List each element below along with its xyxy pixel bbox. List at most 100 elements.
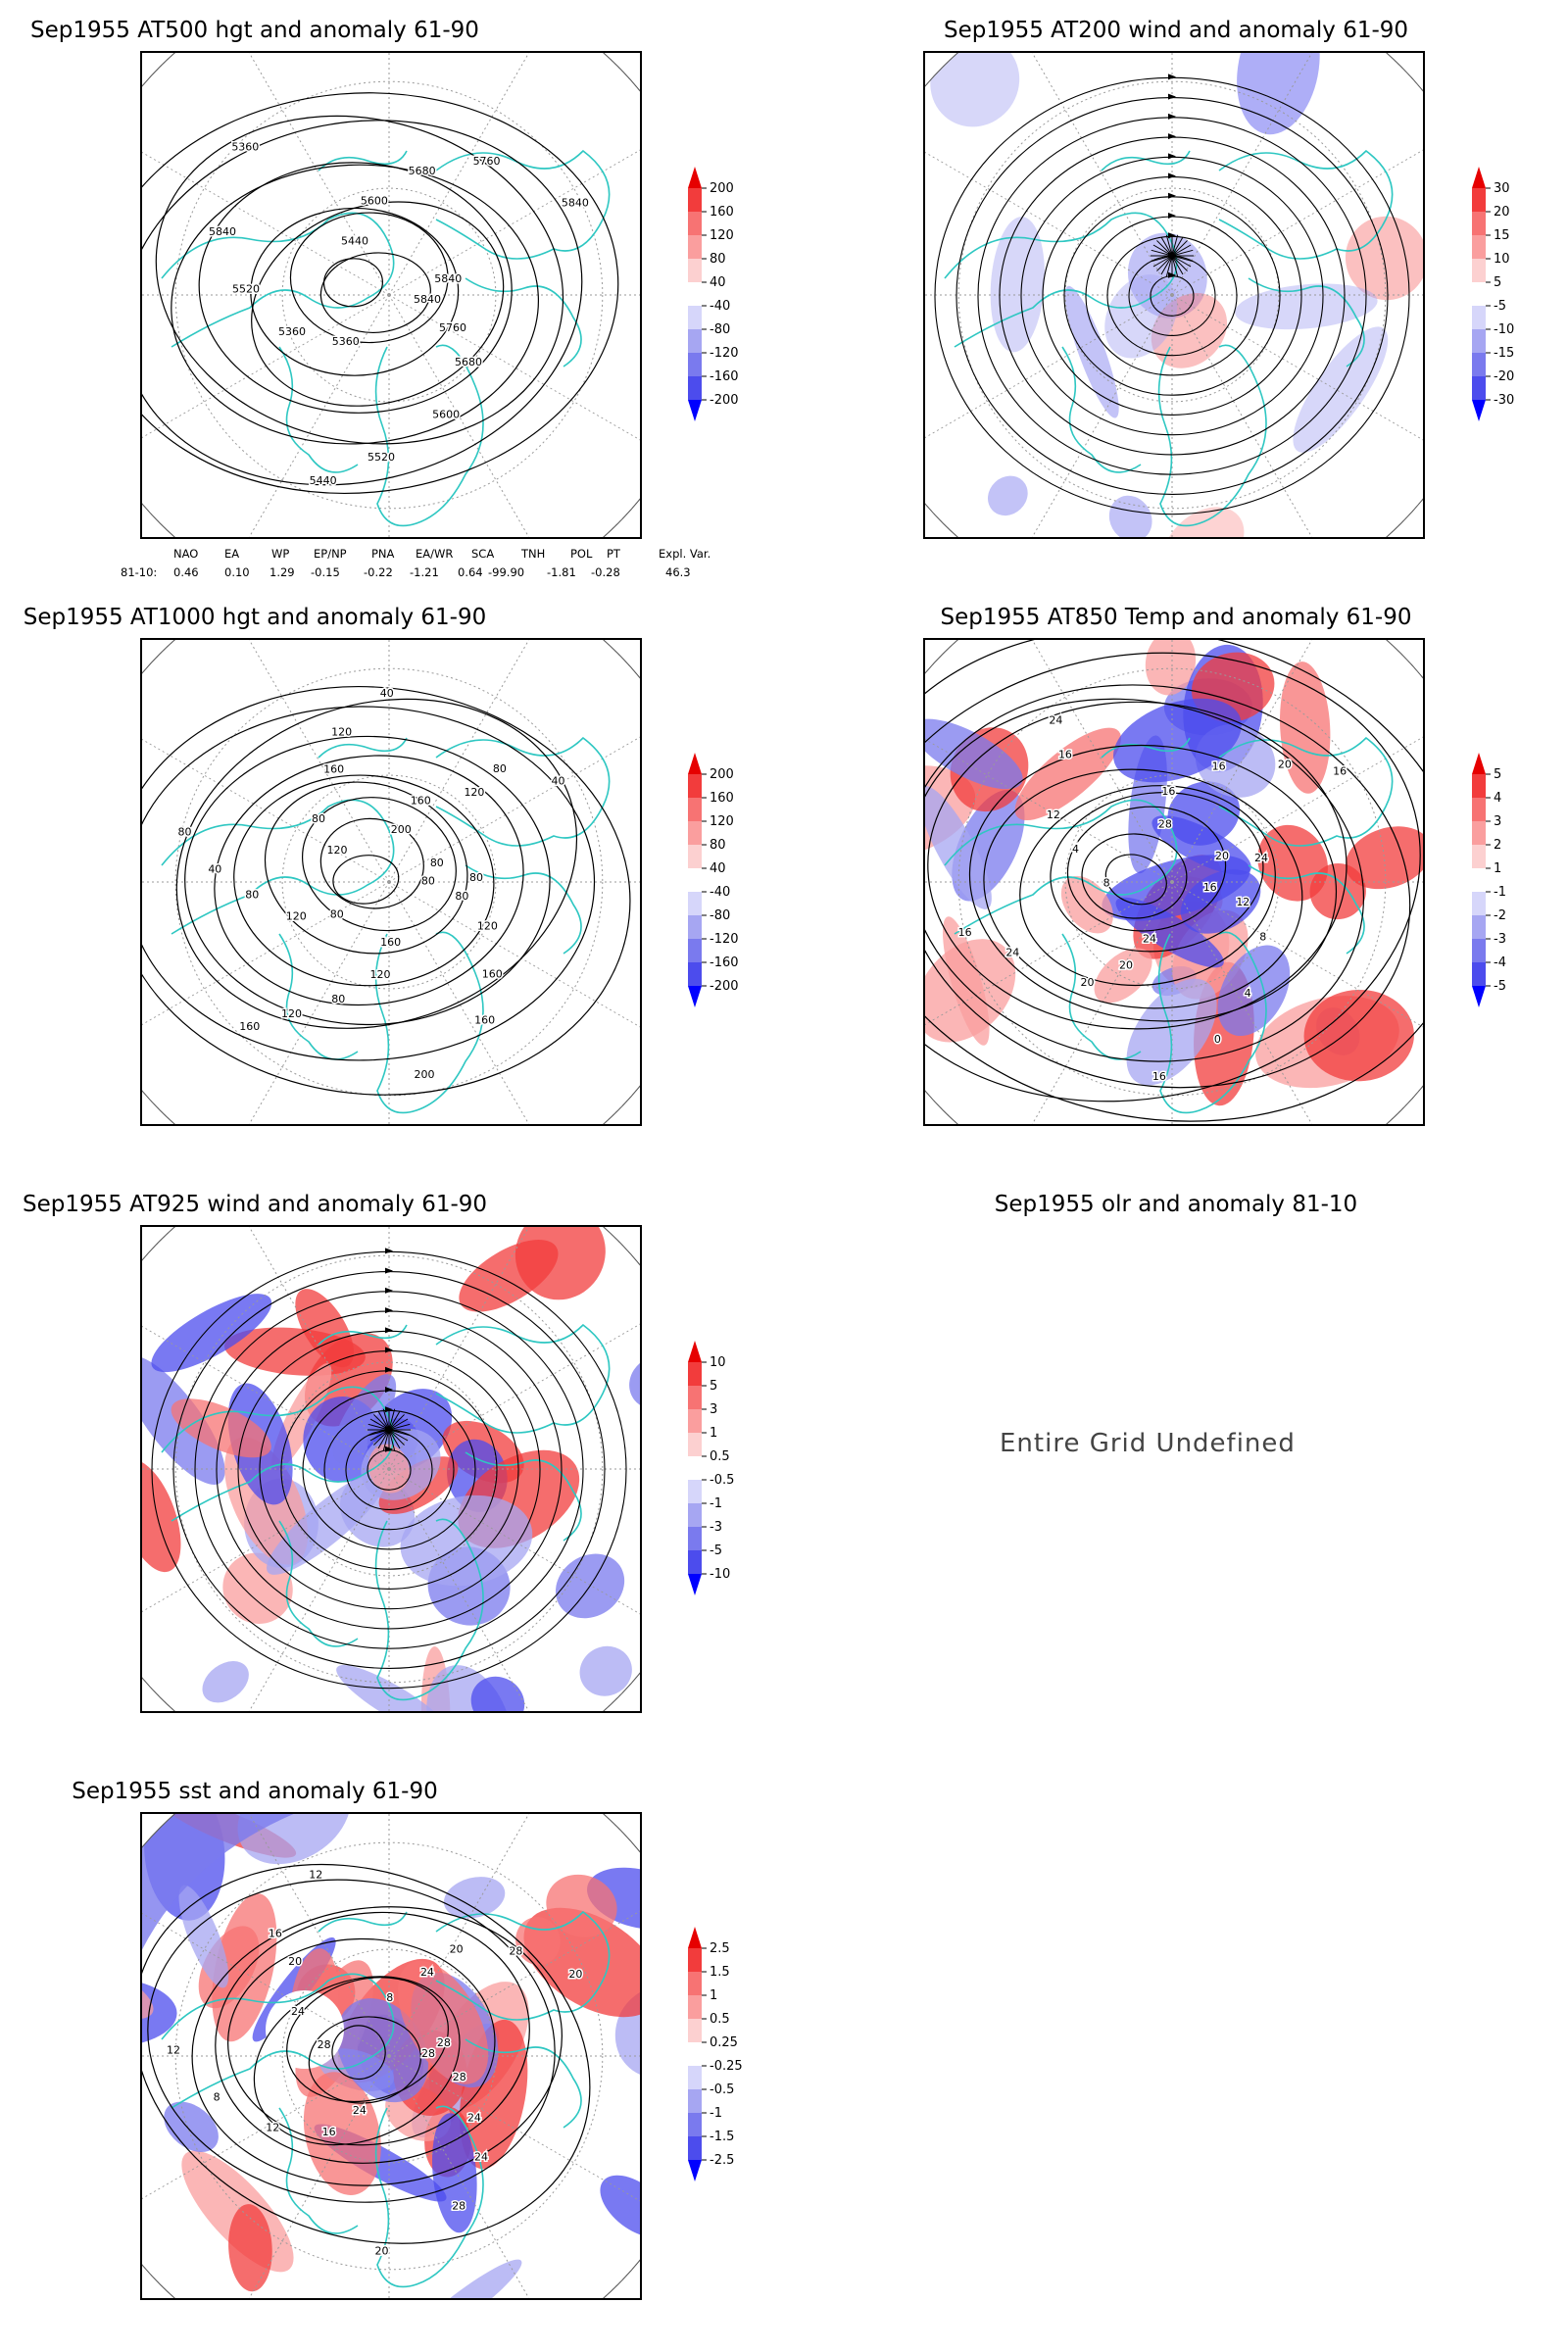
coastline — [1061, 933, 1142, 1060]
contour-label: 5360 — [231, 140, 259, 153]
colorbar-at200: 30 20 15 10 5 -5 -10 -15 -20 -30 — [1472, 167, 1514, 421]
colorbar-label: 30 — [1494, 181, 1510, 196]
colorbar-swatch — [688, 1480, 702, 1503]
streamline — [934, 76, 1410, 515]
contour-line — [925, 640, 1423, 1122]
panel-title-at850: Sep1955 AT850 Temp and anomaly 61-90 — [940, 605, 1412, 630]
anomaly-shade — [987, 475, 1028, 516]
meridian-line — [142, 1306, 390, 1470]
streamline — [977, 117, 1367, 475]
contour-label: 24 — [467, 2111, 481, 2124]
anomaly-shade — [1309, 862, 1366, 920]
colorbar-at850: 5 4 3 2 1 -1 -2 -3 -4 -5 — [1472, 753, 1506, 1007]
streamline — [1171, 240, 1188, 257]
map-svg — [142, 1227, 640, 1711]
coastline — [435, 149, 611, 260]
meridian-line — [142, 1893, 390, 2057]
colorbar-arrow-bottom — [688, 2160, 702, 2181]
streamline — [1151, 255, 1173, 263]
streamline-arrow — [1168, 213, 1176, 220]
streamline — [382, 1429, 390, 1451]
colorbar-swatch — [688, 939, 702, 962]
contour-label: 8 — [1259, 931, 1266, 944]
map-svg: 5840 5760 5680 5600 5520 5440 5360 5360 5520 5840… — [142, 53, 640, 537]
anomaly-shade — [443, 1877, 506, 1919]
colorbar-swatch — [1472, 798, 1486, 821]
streamline — [388, 1429, 411, 1437]
contour-label: 40 — [552, 774, 565, 787]
colorbar-label: -0.25 — [710, 2059, 743, 2074]
contour-line — [155, 115, 564, 445]
anomaly-shade — [1064, 285, 1119, 418]
colorbar-label: -5 — [1494, 979, 1506, 994]
anomaly-shade — [1345, 216, 1423, 301]
streamline-arrow — [1168, 74, 1176, 80]
streamline-arrow — [1168, 172, 1176, 179]
index-value: -0.15 — [311, 565, 340, 579]
contour-label: 5600 — [432, 408, 460, 420]
colorbar-swatch — [1472, 821, 1486, 845]
contour-label: 12 — [1236, 896, 1250, 908]
colorbar-label: 15 — [1494, 228, 1510, 243]
colorbar-swatch — [688, 212, 702, 235]
contour-line — [142, 686, 631, 1096]
anomaly-shade — [546, 1874, 617, 1937]
colorbar-swatch — [1472, 892, 1486, 915]
index-value: -1.81 — [547, 565, 576, 579]
contour-label: 16 — [1203, 881, 1217, 894]
contour-label: 200 — [391, 823, 412, 836]
colorbar-label: 40 — [710, 275, 726, 290]
index-value: -99.90 — [488, 565, 525, 579]
contour-label: 24 — [1254, 852, 1268, 864]
colorbar-swatch — [1472, 845, 1486, 868]
index-name: EA — [224, 547, 240, 561]
meridian-line — [142, 1468, 390, 1632]
colorbar-arrow-top — [688, 1341, 702, 1362]
index-name: Expl. Var. — [659, 547, 711, 561]
contour-label: 16 — [1161, 785, 1175, 798]
index-name: PNA — [371, 547, 395, 561]
meridian-line — [388, 132, 640, 296]
colorbar-label: -1 — [710, 2106, 722, 2121]
streamline — [1150, 275, 1195, 317]
anomaly-shade — [470, 1676, 525, 1711]
contour-label: 4 — [1245, 987, 1251, 1000]
coastline — [161, 1973, 395, 2109]
contour-line — [319, 252, 431, 334]
latitude-circle — [281, 1361, 497, 1577]
coastline — [1218, 736, 1394, 847]
contour-label: 16 — [322, 2126, 336, 2138]
anomaly-shade — [925, 718, 1023, 790]
contour-label: 28 — [509, 1945, 522, 1958]
colorbar-label: 5 — [1494, 767, 1501, 782]
streamline — [302, 1390, 476, 1550]
colorbar-arrow-top — [1472, 753, 1486, 774]
latitude-circle — [1064, 774, 1280, 990]
colorbar-label: 200 — [710, 767, 734, 782]
contour-line — [142, 120, 583, 486]
meridian-line — [388, 881, 640, 1045]
colorbar-swatch — [1472, 868, 1486, 892]
contour-label: 40 — [380, 687, 394, 700]
colorbar-swatch — [688, 329, 702, 353]
contour-line — [250, 207, 460, 376]
colorbar-swatch — [688, 1433, 702, 1456]
meridian-line — [142, 2055, 390, 2219]
colorbar-swatch — [688, 2066, 702, 2089]
colorbar-swatch — [688, 1503, 702, 1527]
anomaly-shade — [1127, 232, 1207, 318]
contour-label: 20 — [1215, 850, 1229, 862]
streamline-arrow — [385, 1387, 393, 1394]
contour-label: 5440 — [310, 474, 337, 487]
coastline — [318, 737, 408, 759]
streamline — [1160, 255, 1173, 275]
colorbar-label: -3 — [710, 1520, 722, 1535]
streamline — [369, 1429, 390, 1442]
contour-line — [331, 2025, 386, 2081]
streamline — [373, 1429, 390, 1446]
contour-line — [191, 1906, 563, 2186]
contour-label: 160 — [239, 1020, 260, 1033]
contour-label: 80 — [469, 871, 483, 884]
panel-title-at500: Sep1955 AT500 hgt and anomaly 61-90 — [30, 18, 479, 43]
